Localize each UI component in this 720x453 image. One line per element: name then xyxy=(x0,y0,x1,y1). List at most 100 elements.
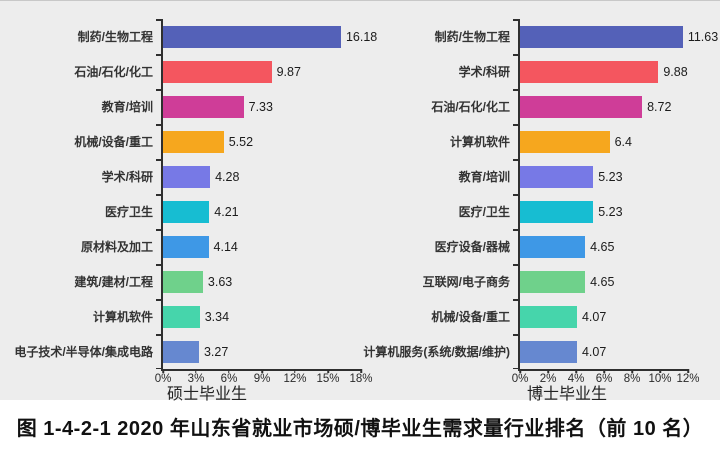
bar-row: 3.63 xyxy=(163,264,361,299)
bar-row: 8.72 xyxy=(520,89,688,124)
bar-row: 16.18 xyxy=(163,19,377,54)
bar-row: 4.65 xyxy=(520,229,688,264)
x-axis-tick-label: 12% xyxy=(283,373,307,385)
category-label: 计算机软件 xyxy=(92,310,153,324)
dual-bar-chart-area: 制药/生物工程 石油/石化/化工 教育/培训 机械/设备/重工 学术/科研 医疗卫生 原材料… xyxy=(0,0,720,403)
phd-category-labels: 制药/生物工程 学术/科研 石油/石化/化工 计算机软件 教育/培训 医疗/卫生 医疗设备/… xyxy=(363,19,518,371)
x-axis-tick xyxy=(360,369,362,373)
category-label: 教育/培训 xyxy=(101,100,153,114)
x-axis-tick xyxy=(659,369,661,373)
x-axis-tick-label: 3% xyxy=(187,373,205,385)
value-label: 4.07 xyxy=(581,309,607,324)
caption-area: 图 1-4-2-1 2020 年山东省就业市场硕/博毕业生需求量行业排名（前 1… xyxy=(0,400,720,453)
masters-chart-body: 制药/生物工程 石油/石化/化工教育/培训机械/设备/重工学术/科研医疗卫生原材料… xyxy=(0,19,380,385)
category-label: 医疗/卫生 xyxy=(458,205,510,219)
bar-row: 4.07 xyxy=(520,299,688,334)
bar xyxy=(520,130,610,153)
category-label: 学术/科研 xyxy=(458,65,510,79)
y-axis-tick xyxy=(513,159,518,161)
x-axis-tick xyxy=(575,369,577,373)
x-axis-tick xyxy=(327,369,329,373)
category-label: 石油/石化/化工 xyxy=(431,100,510,114)
bar xyxy=(520,340,577,363)
bar-row: 4.14 xyxy=(163,229,361,264)
bar xyxy=(163,235,209,258)
y-axis-tick xyxy=(156,89,161,91)
x-axis-tick-label: 18% xyxy=(349,373,373,385)
y-axis-tick xyxy=(156,194,161,196)
bar-row: 5.23 xyxy=(520,159,688,194)
category-label: 电子技术/半导体/集成电路 xyxy=(14,345,153,359)
category-label: 学术/科研 xyxy=(101,170,153,184)
category-label: 机械/设备/重工 xyxy=(431,310,510,324)
bar xyxy=(520,60,659,83)
category-label: 教育/培训 xyxy=(458,170,510,184)
x-axis-tick-label: 9% xyxy=(253,373,271,385)
bar-row: 6.4 xyxy=(520,124,688,159)
figure-caption: 图 1-4-2-1 2020 年山东省就业市场硕/博毕业生需求量行业排名（前 1… xyxy=(16,418,704,440)
category-label: 医疗卫生 xyxy=(104,205,153,219)
category-label: 互联网/电子商务 xyxy=(422,275,510,289)
category-label: 原材料及加工 xyxy=(80,240,153,254)
x-axis-tick-label: 6% xyxy=(220,373,238,385)
value-label: 3.27 xyxy=(203,344,229,359)
masters-plot: 16.18 9.87 7.33 5.52 4.28 4.21 4.14 3.63 3.34 3.2… xyxy=(155,19,377,385)
bar xyxy=(520,305,577,328)
y-axis-tick xyxy=(513,54,518,56)
category-label: 计算机服务(系统/数据/维护) xyxy=(363,345,510,359)
value-label: 11.63 xyxy=(687,29,719,44)
y-axis-tick xyxy=(513,299,518,301)
x-axis-tick-label: 2% xyxy=(539,373,557,385)
value-label: 4.07 xyxy=(581,344,607,359)
y-axis-tick xyxy=(513,367,518,369)
bar xyxy=(520,165,594,188)
x-axis-tick-label: 4% xyxy=(567,373,585,385)
bar xyxy=(163,165,211,188)
category-label: 机械/设备/重工 xyxy=(74,135,153,149)
y-axis-tick xyxy=(156,229,161,231)
category-label: 计算机软件 xyxy=(449,135,510,149)
phd-chart: 制药/生物工程 学术/科研 石油/石化/化工 计算机软件 教育/培训 医疗/卫生 医疗设备/… xyxy=(363,1,720,403)
x-axis-tick-label: 8% xyxy=(623,373,641,385)
bar-row: 5.23 xyxy=(520,194,688,229)
x-axis-tick-label: 6% xyxy=(595,373,613,385)
bar-row: 4.65 xyxy=(520,264,688,299)
masters-axis-title: 硕士毕业生 xyxy=(166,386,247,403)
value-label: 3.63 xyxy=(207,274,233,289)
value-label: 7.33 xyxy=(248,99,273,114)
phd-axis-title: 博士毕业生 xyxy=(526,386,607,403)
x-axis-tick-label: 10% xyxy=(648,373,672,385)
value-label: 5.23 xyxy=(598,169,623,184)
bar-row: 4.21 xyxy=(163,194,361,229)
category-label: 制药/生物工程 xyxy=(434,30,510,44)
value-label: 4.65 xyxy=(590,239,615,254)
x-axis-tick xyxy=(162,369,164,373)
value-label: 16.18 xyxy=(345,29,378,44)
x-axis-tick xyxy=(519,369,521,373)
x-axis-tick-label: 12% xyxy=(676,373,700,385)
masters-category-labels: 制药/生物工程 石油/石化/化工教育/培训机械/设备/重工学术/科研医疗卫生原材料… xyxy=(0,19,161,371)
value-label: 6.4 xyxy=(614,134,632,149)
value-label: 4.65 xyxy=(590,274,615,289)
bar xyxy=(520,270,586,293)
bar-row: 5.52 xyxy=(163,124,361,159)
category-label: 制药/生物工程 xyxy=(77,30,153,44)
y-axis-tick xyxy=(513,124,518,126)
value-label: 5.23 xyxy=(598,204,623,219)
y-axis-tick xyxy=(156,367,161,369)
phd-chart-body: 制药/生物工程 学术/科研 石油/石化/化工 计算机软件 教育/培训 医疗/卫生 医疗设备/… xyxy=(363,19,720,385)
x-axis-tick xyxy=(294,369,296,373)
y-axis-tick xyxy=(156,19,161,21)
x-axis-tick xyxy=(631,369,633,373)
bar xyxy=(520,235,586,258)
x-axis-tick xyxy=(261,369,263,373)
y-axis-tick xyxy=(156,299,161,301)
category-label: 建筑/建材/工程 xyxy=(74,275,153,289)
bar xyxy=(163,270,203,293)
bar-row: 11.63 xyxy=(520,19,718,54)
category-label: 石油/石化/化工 xyxy=(74,65,153,79)
y-axis-tick xyxy=(156,334,161,336)
value-label: 4.14 xyxy=(213,239,238,254)
y-axis-tick xyxy=(513,229,518,231)
